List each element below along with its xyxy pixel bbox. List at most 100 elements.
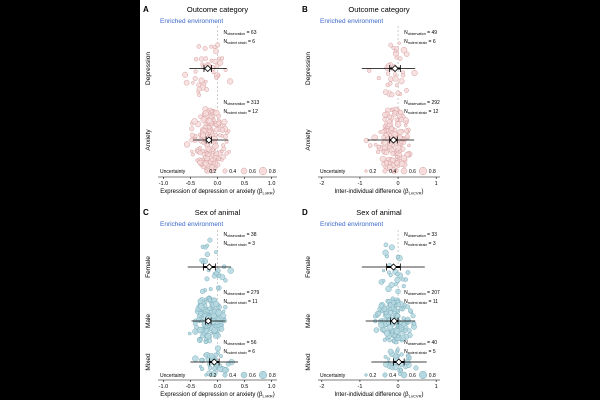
data-point bbox=[220, 312, 227, 319]
n-rodent-strain-label: Nrodent strain = 5 bbox=[404, 349, 436, 355]
data-point bbox=[396, 134, 403, 141]
legend-level-label: 0.8 bbox=[269, 373, 276, 379]
n-observation-label: Nobservation = 207 bbox=[404, 290, 440, 296]
data-point bbox=[385, 285, 392, 293]
data-point bbox=[213, 270, 219, 276]
x-axis-label: Inter-individual difference (βLnCVR) bbox=[335, 392, 424, 399]
data-point bbox=[395, 90, 401, 96]
data-point bbox=[207, 306, 213, 311]
data-point bbox=[202, 313, 208, 318]
data-point bbox=[203, 79, 208, 84]
data-point bbox=[401, 73, 406, 78]
data-point bbox=[393, 72, 398, 77]
data-point bbox=[207, 128, 212, 134]
data-point bbox=[206, 152, 211, 158]
data-point bbox=[403, 128, 410, 134]
data-point bbox=[392, 364, 399, 371]
uncertainty-legend: Uncertainty 0.2 0.4 0.6 0.8 bbox=[160, 166, 276, 176]
data-point bbox=[363, 137, 370, 144]
data-point bbox=[222, 134, 228, 140]
data-point bbox=[216, 120, 221, 126]
data-point bbox=[192, 321, 198, 327]
data-point bbox=[193, 56, 199, 62]
data-point bbox=[221, 143, 226, 148]
data-point bbox=[373, 142, 378, 147]
data-point bbox=[388, 307, 393, 311]
legend-swatch bbox=[258, 370, 268, 380]
data-point bbox=[388, 272, 393, 278]
legend-title: Uncertainty bbox=[320, 373, 346, 379]
data-point bbox=[381, 149, 386, 154]
data-point bbox=[405, 304, 411, 310]
data-point bbox=[367, 143, 373, 148]
panel-subtitle: Enriched environment bbox=[160, 221, 223, 228]
data-point bbox=[382, 111, 388, 118]
data-point bbox=[406, 328, 412, 333]
data-point bbox=[198, 303, 205, 310]
data-point bbox=[191, 80, 195, 85]
data-point bbox=[400, 327, 405, 331]
n-rodent-strain-label: Nrodent strain = 6 bbox=[404, 39, 436, 45]
panel-subtitle: Enriched environment bbox=[160, 18, 223, 25]
data-point bbox=[394, 313, 401, 319]
data-point bbox=[200, 132, 206, 139]
data-point bbox=[394, 55, 399, 60]
point-estimate bbox=[389, 263, 398, 271]
legend-level-label: 0.6 bbox=[409, 169, 416, 175]
point-estimate bbox=[205, 136, 213, 144]
data-point bbox=[382, 145, 388, 151]
data-point bbox=[411, 321, 417, 326]
data-point bbox=[390, 151, 396, 156]
data-point bbox=[407, 308, 413, 314]
data-point bbox=[404, 88, 409, 93]
n-observation-label: Nobservation = 63 bbox=[224, 30, 257, 36]
data-point bbox=[212, 166, 218, 171]
data-point bbox=[395, 271, 400, 277]
data-point bbox=[388, 244, 395, 251]
n-observation-label: Nobservation = 33 bbox=[404, 232, 437, 238]
data-point bbox=[381, 268, 386, 273]
data-point bbox=[385, 71, 391, 76]
legend-swatch bbox=[204, 373, 208, 377]
uncertainty-legend: Uncertainty 0.2 0.4 0.6 0.8 bbox=[320, 370, 436, 380]
data-point bbox=[221, 309, 226, 314]
data-point bbox=[227, 267, 234, 274]
data-point bbox=[216, 73, 221, 78]
panel-letter: D bbox=[302, 208, 308, 217]
uncertainty-legend: Uncertainty 0.2 0.4 0.6 0.8 bbox=[320, 166, 436, 176]
data-point bbox=[394, 340, 399, 345]
data-point bbox=[201, 260, 205, 265]
data-point bbox=[183, 79, 190, 86]
n-rodent-strain-label: Nrodent strain = 11 bbox=[404, 299, 438, 305]
data-point bbox=[199, 337, 203, 342]
data-point bbox=[204, 251, 210, 258]
x-axis-label: Expression of depression or anxiety (βLn… bbox=[160, 392, 274, 399]
panel-subtitle: Enriched environment bbox=[320, 221, 383, 228]
data-point bbox=[396, 334, 400, 339]
data-point bbox=[385, 156, 391, 161]
data-point bbox=[389, 92, 395, 98]
x-tick-label: -1.0 bbox=[159, 384, 168, 390]
data-point bbox=[217, 363, 223, 368]
data-point bbox=[388, 132, 393, 137]
legend-swatch bbox=[240, 167, 248, 175]
x-tick-label: 0 bbox=[397, 384, 400, 390]
data-point bbox=[212, 366, 218, 372]
data-point bbox=[204, 87, 210, 92]
data-point bbox=[400, 46, 408, 54]
legend-level-label: 0.8 bbox=[269, 169, 276, 175]
legend-swatch bbox=[222, 168, 228, 174]
data-point bbox=[202, 110, 209, 117]
data-point bbox=[395, 144, 402, 151]
x-tick-label: -1.0 bbox=[159, 181, 168, 187]
data-point bbox=[384, 160, 389, 166]
data-point bbox=[380, 129, 386, 135]
legend-level-label: 0.6 bbox=[409, 373, 416, 379]
data-point bbox=[397, 56, 403, 61]
data-point bbox=[387, 114, 393, 120]
data-point bbox=[395, 254, 400, 259]
x-tick-label: 0.0 bbox=[214, 181, 222, 187]
data-point bbox=[189, 126, 195, 132]
data-point bbox=[204, 337, 208, 341]
data-point bbox=[216, 56, 221, 61]
